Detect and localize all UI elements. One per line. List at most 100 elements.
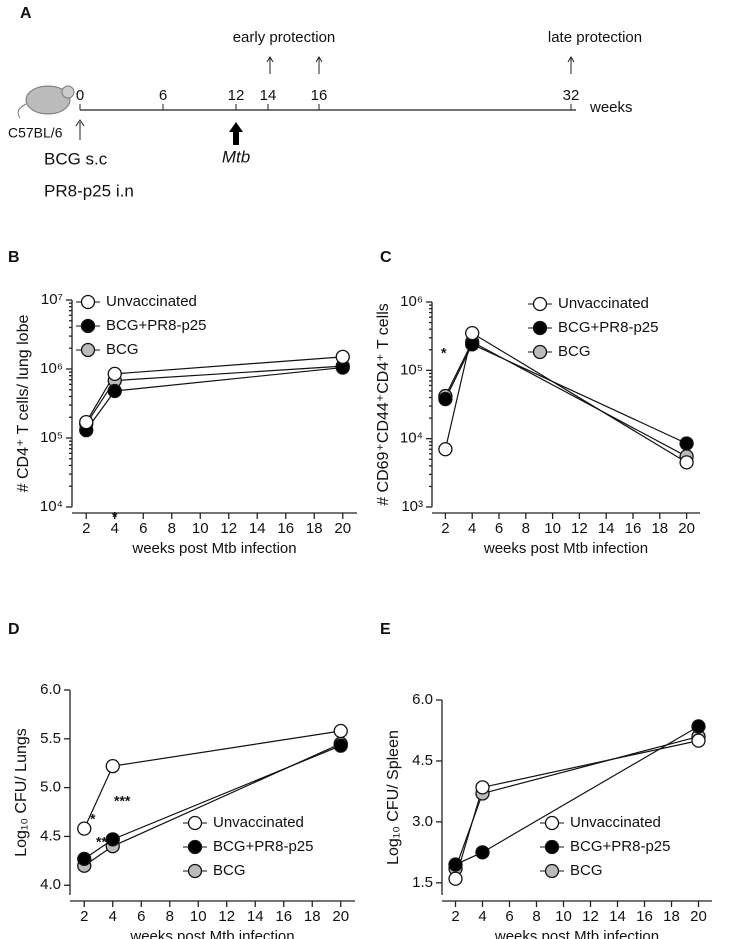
x-tick-label: 8 — [166, 908, 174, 925]
x-tick-label: 4 — [478, 908, 486, 925]
x-tick-label: 20 — [678, 520, 695, 537]
data-point — [475, 845, 490, 860]
x-tick-label: 16 — [625, 520, 642, 537]
legend-label: BCG+PR8-p25 — [570, 838, 670, 855]
arrow-head — [75, 119, 85, 127]
x-tick-label: 20 — [332, 908, 349, 925]
challenge-arrow — [229, 122, 243, 145]
timeline-unit: weeks — [589, 99, 633, 116]
significance-label: *** — [114, 793, 131, 809]
challenge-label: Mtb — [222, 147, 250, 166]
y-tick-label: 10⁴ — [40, 498, 63, 515]
legend-label: BCG — [213, 862, 246, 879]
x-tick-label: 4 — [468, 520, 476, 537]
x-tick-label: 4 — [111, 520, 119, 537]
milestone-arrows — [266, 56, 575, 74]
legend-label: Unvaccinated — [106, 293, 197, 310]
x-tick-label: 10 — [190, 908, 207, 925]
data-point — [77, 821, 92, 836]
data-point — [448, 857, 463, 872]
legend-marker — [187, 815, 203, 831]
y-tick-label: 6.0 — [40, 681, 61, 698]
x-tick-label: 10 — [544, 520, 561, 537]
series-line — [85, 366, 343, 431]
legend-label: Unvaccinated — [558, 295, 649, 312]
mouse-icon — [25, 85, 71, 115]
y-axis-label: Log₁₀ CFU/ Spleen — [385, 730, 402, 865]
data-point — [105, 832, 120, 847]
timeline-tick-label: 32 — [563, 87, 580, 104]
x-tick-label: 2 — [82, 520, 90, 537]
y-axis-label: Log₁₀ CFU/ Lungs — [13, 728, 30, 857]
data-point — [77, 851, 92, 867]
milestone-label: late protection — [548, 29, 642, 46]
x-tick-label: 6 — [139, 520, 147, 537]
x-tick-label: 12 — [571, 520, 588, 537]
legend-marker — [544, 815, 560, 831]
x-tick-label: 14 — [247, 908, 264, 925]
panel-letter: A — [20, 5, 32, 22]
mouse-label: C57BL/6 — [8, 125, 63, 141]
timeline-tick-label: 14 — [260, 87, 277, 104]
x-tick-label: 18 — [304, 908, 321, 925]
legend-label: BCG — [570, 862, 603, 879]
legend-label: Unvaccinated — [570, 814, 661, 831]
y-axis-label: # CD69⁺CD44⁺CD4⁺ T cells — [375, 303, 392, 506]
x-tick-label: 14 — [249, 520, 266, 537]
mouse-tail — [17, 103, 27, 119]
y-tick-label: 10⁴ — [400, 430, 423, 447]
timeline-tick-label: 12 — [228, 87, 245, 104]
x-tick-label: 12 — [220, 520, 237, 537]
panel-letter: B — [8, 249, 20, 266]
legend-marker — [80, 294, 96, 310]
legend-label: Unvaccinated — [213, 814, 304, 831]
data-point — [679, 436, 694, 451]
x-tick-label: 8 — [522, 520, 530, 537]
x-tick-label: 6 — [495, 520, 503, 537]
x-tick-label: 12 — [582, 908, 599, 925]
significance-label: * — [90, 811, 96, 827]
legend-marker — [532, 344, 548, 360]
x-tick-label: 4 — [109, 908, 117, 925]
x-tick-label: 6 — [505, 908, 513, 925]
y-tick-label: 10⁵ — [400, 361, 423, 378]
data-point — [679, 455, 694, 470]
y-tick-label: 1.5 — [412, 874, 433, 891]
y-tick-label: 5.5 — [40, 730, 61, 747]
x-tick-label: 2 — [451, 908, 459, 925]
legend-label: BCG+PR8-p25 — [213, 838, 313, 855]
legend-label: BCG — [106, 341, 139, 358]
x-tick-label: 2 — [80, 908, 88, 925]
x-tick-label: 2 — [441, 520, 449, 537]
panel-letter: D — [8, 621, 20, 638]
y-axis-label: # CD4⁺ T cells/ lung lobe — [15, 315, 32, 493]
x-axis-label: weeks post Mtb infection — [131, 540, 296, 557]
x-tick-label: 16 — [277, 520, 294, 537]
x-tick-label: 20 — [334, 520, 351, 537]
data-point — [448, 871, 463, 886]
y-tick-label: 10⁶ — [40, 360, 63, 377]
y-tick-label: 10⁵ — [40, 429, 63, 446]
data-point — [438, 442, 453, 457]
legend-label: BCG+PR8-p25 — [106, 317, 206, 334]
panel-letter: E — [380, 621, 391, 638]
data-point — [107, 383, 122, 399]
y-tick-label: 10⁶ — [400, 293, 423, 310]
mouse-ear — [61, 85, 75, 99]
series-line — [85, 365, 343, 425]
data-point — [79, 414, 94, 430]
legend-marker — [187, 863, 203, 879]
x-tick-label: 18 — [651, 520, 668, 537]
timeline-tick-label: 6 — [159, 87, 167, 104]
legend-label: BCG+PR8-p25 — [558, 319, 658, 336]
data-point — [333, 738, 348, 753]
data-point — [335, 349, 350, 364]
x-tick-label: 16 — [275, 908, 292, 925]
x-tick-label: 8 — [168, 520, 176, 537]
significance-label: * — [112, 509, 118, 525]
data-point — [475, 780, 490, 795]
x-tick-label: 18 — [306, 520, 323, 537]
data-point — [438, 391, 453, 407]
